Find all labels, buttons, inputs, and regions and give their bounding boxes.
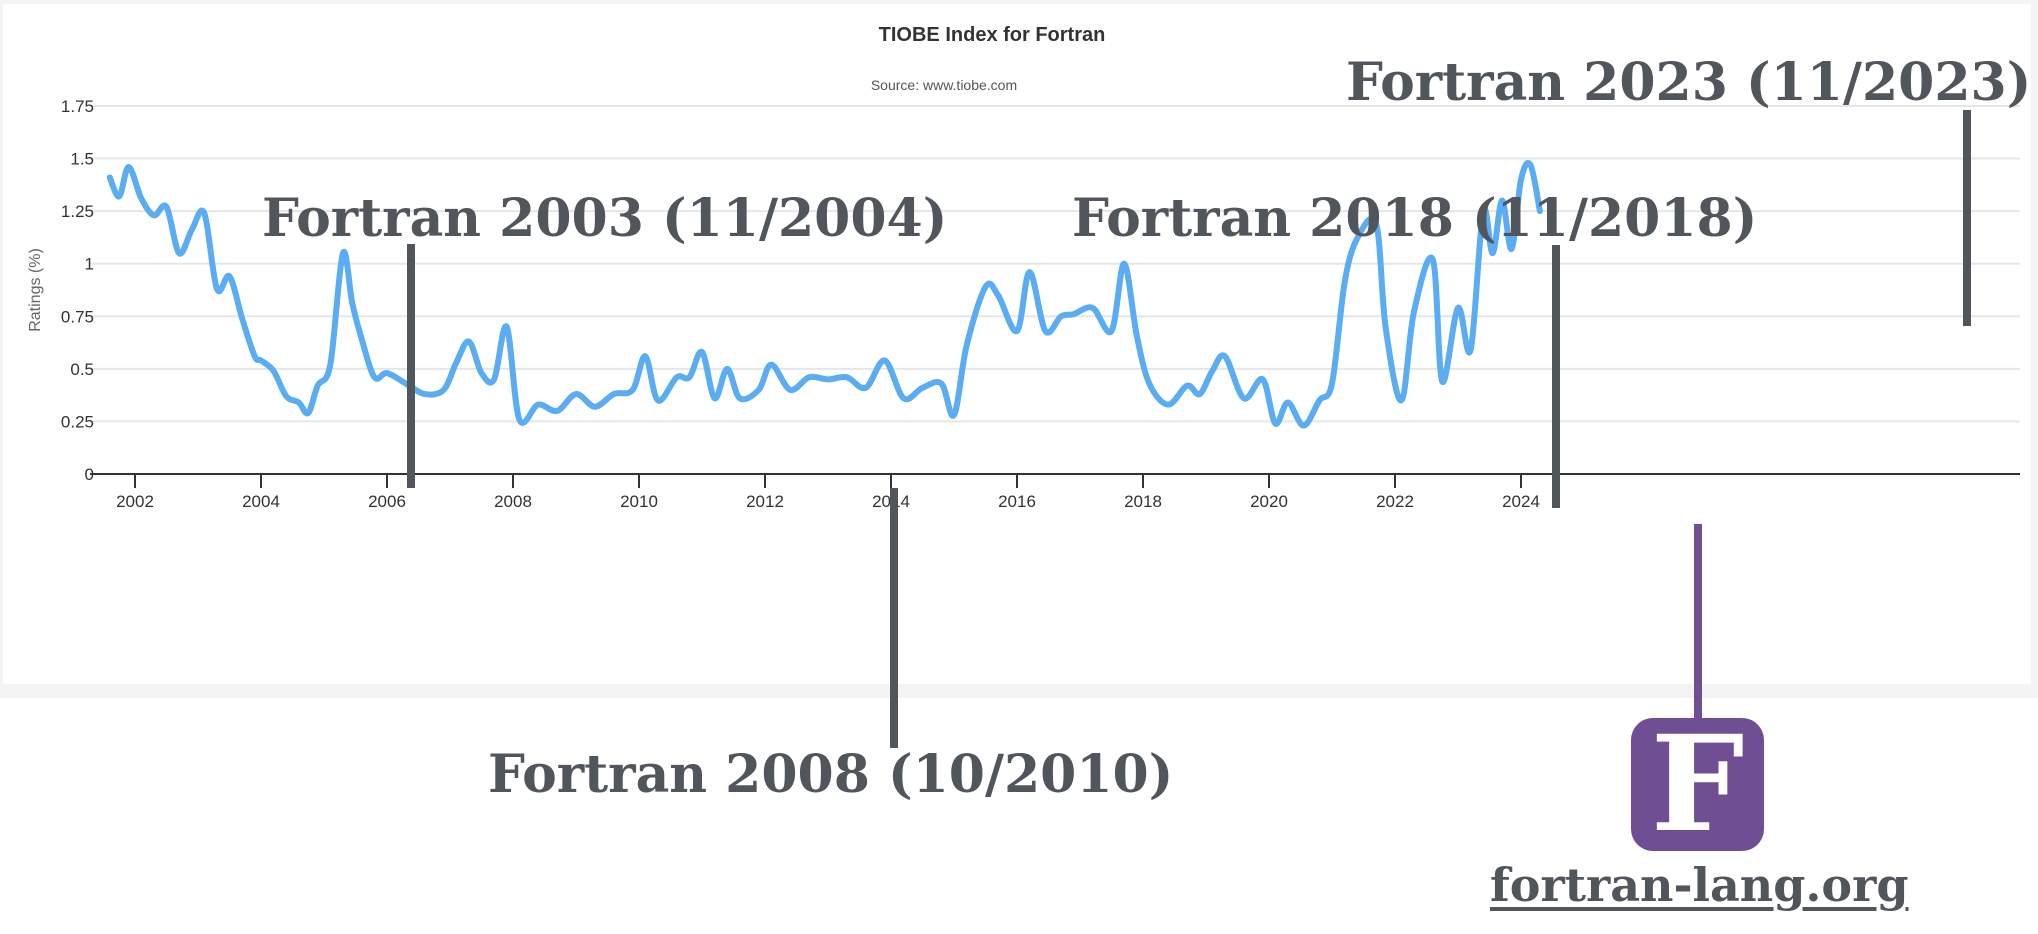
x-tick-label: 2020: [1250, 492, 1288, 511]
y-tick-label: 0.75: [61, 307, 94, 326]
x-tick-label: 2004: [242, 492, 280, 511]
y-tick-label: 1.5: [70, 150, 94, 169]
x-tick-label: 2016: [998, 492, 1036, 511]
logo-letter: F: [1650, 707, 1745, 862]
x-tick-label: 2002: [116, 492, 154, 511]
chart-subtitle: Source: www.tiobe.com: [870, 77, 1018, 93]
annotation-fortran-2023: Fortran 2023 (11/2023): [1346, 52, 2032, 113]
x-axis: 2002200420062008201020122014201620182020…: [90, 473, 2020, 511]
marker-fortran-2023: [1963, 110, 1971, 326]
x-tick-label: 2022: [1376, 492, 1414, 511]
y-tick-label: 0.5: [70, 360, 94, 379]
x-tick-label: 2018: [1124, 492, 1162, 511]
marker-fortran-lang: [1694, 524, 1702, 720]
annotation-fortran-2008: Fortran 2008 (10/2010): [488, 744, 1174, 805]
y-axis-ticks: 0 0.25 0.5 0.75 1 1.25 1.5 1.75: [61, 97, 94, 484]
x-tick-label: 2008: [494, 492, 532, 511]
y-tick-label: 1: [85, 255, 94, 274]
y-axis-label: Ratings (%): [27, 248, 44, 332]
annotation-fortran-2018: Fortran 2018 (11/2018): [1072, 188, 1758, 249]
release-markers: [407, 110, 1971, 748]
chart-panel: [3, 4, 2031, 684]
fortran-lang-link[interactable]: fortran-lang.org: [1490, 858, 1909, 912]
x-tick-label: 2010: [620, 492, 658, 511]
chart-title: TIOBE Index for Fortran: [878, 24, 1106, 46]
y-tick-label: 1.75: [61, 97, 94, 116]
marker-fortran-2018: [1552, 245, 1560, 508]
x-tick-label: 2024: [1502, 492, 1540, 511]
fortran-logo-icon: F: [1631, 710, 1764, 860]
marker-fortran-2003: [407, 244, 415, 488]
marker-fortran-2008: [890, 488, 898, 748]
x-tick-label: 2012: [746, 492, 784, 511]
annotation-fortran-2003: Fortran 2003 (11/2004): [262, 188, 948, 249]
fortran-rating-line: [106, 159, 1543, 429]
y-tick-label: 0: [85, 465, 94, 484]
y-tick-label: 1.25: [61, 202, 94, 221]
x-tick-label: 2006: [368, 492, 406, 511]
y-tick-label: 0.25: [61, 412, 94, 431]
